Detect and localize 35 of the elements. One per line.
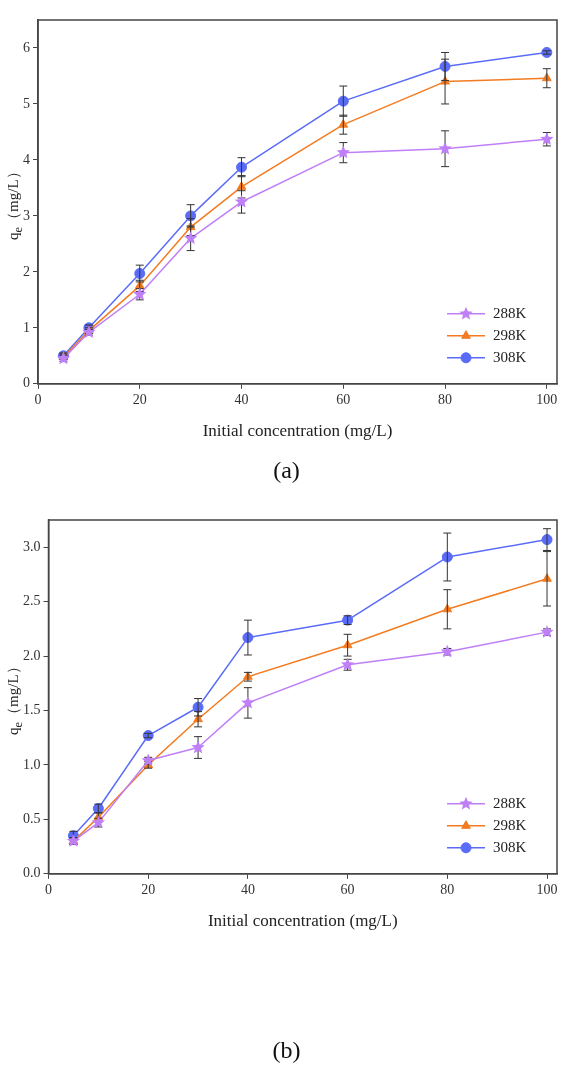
y-tick-label: 3.0 <box>23 538 41 554</box>
x-tick-label: 40 <box>234 391 249 407</box>
y-tick-label: 1.5 <box>23 702 41 718</box>
x-tick-label: 20 <box>132 391 147 407</box>
x-tick-label: 60 <box>336 391 351 407</box>
y-tick-label: 6 <box>23 39 30 55</box>
legend-label: 308K <box>493 348 527 365</box>
legend-label: 288K <box>493 794 527 811</box>
y-tick-label: 3 <box>23 207 30 223</box>
y-tick-label: 2.5 <box>23 593 41 609</box>
y-tick-label: 4 <box>23 151 30 167</box>
x-tick-label: 60 <box>340 881 355 897</box>
x-tick-label: 0 <box>45 881 52 897</box>
x-axis-title: Initial concentration (mg/L) <box>207 911 398 931</box>
text: (a) <box>272 456 301 485</box>
y-tick-label: 0.5 <box>23 811 41 827</box>
legend-label: 298K <box>493 326 527 343</box>
y-tick-label: 1.0 <box>23 756 41 772</box>
x-tick-label: 100 <box>536 881 558 897</box>
y-tick-label: 0 <box>23 375 30 391</box>
x-tick-label: 80 <box>438 391 453 407</box>
legend-label: 288K <box>493 304 527 321</box>
text: (b) <box>271 1036 302 1065</box>
legend-label: 308K <box>493 838 527 855</box>
y-tick-label: 2.0 <box>23 647 41 663</box>
legend-label: 298K <box>493 816 527 833</box>
y-tick-label: 5 <box>23 95 30 111</box>
y-tick-label: 1 <box>23 319 30 335</box>
x-tick-label: 20 <box>141 881 156 897</box>
y-tick-label: 0.0 <box>23 865 41 881</box>
y-tick-label: 2 <box>23 263 30 279</box>
x-tick-label: 80 <box>440 881 455 897</box>
x-axis-title: Initial concentration (mg/L) <box>202 421 393 441</box>
x-tick-label: 100 <box>536 391 558 407</box>
x-tick-label: 40 <box>240 881 255 897</box>
